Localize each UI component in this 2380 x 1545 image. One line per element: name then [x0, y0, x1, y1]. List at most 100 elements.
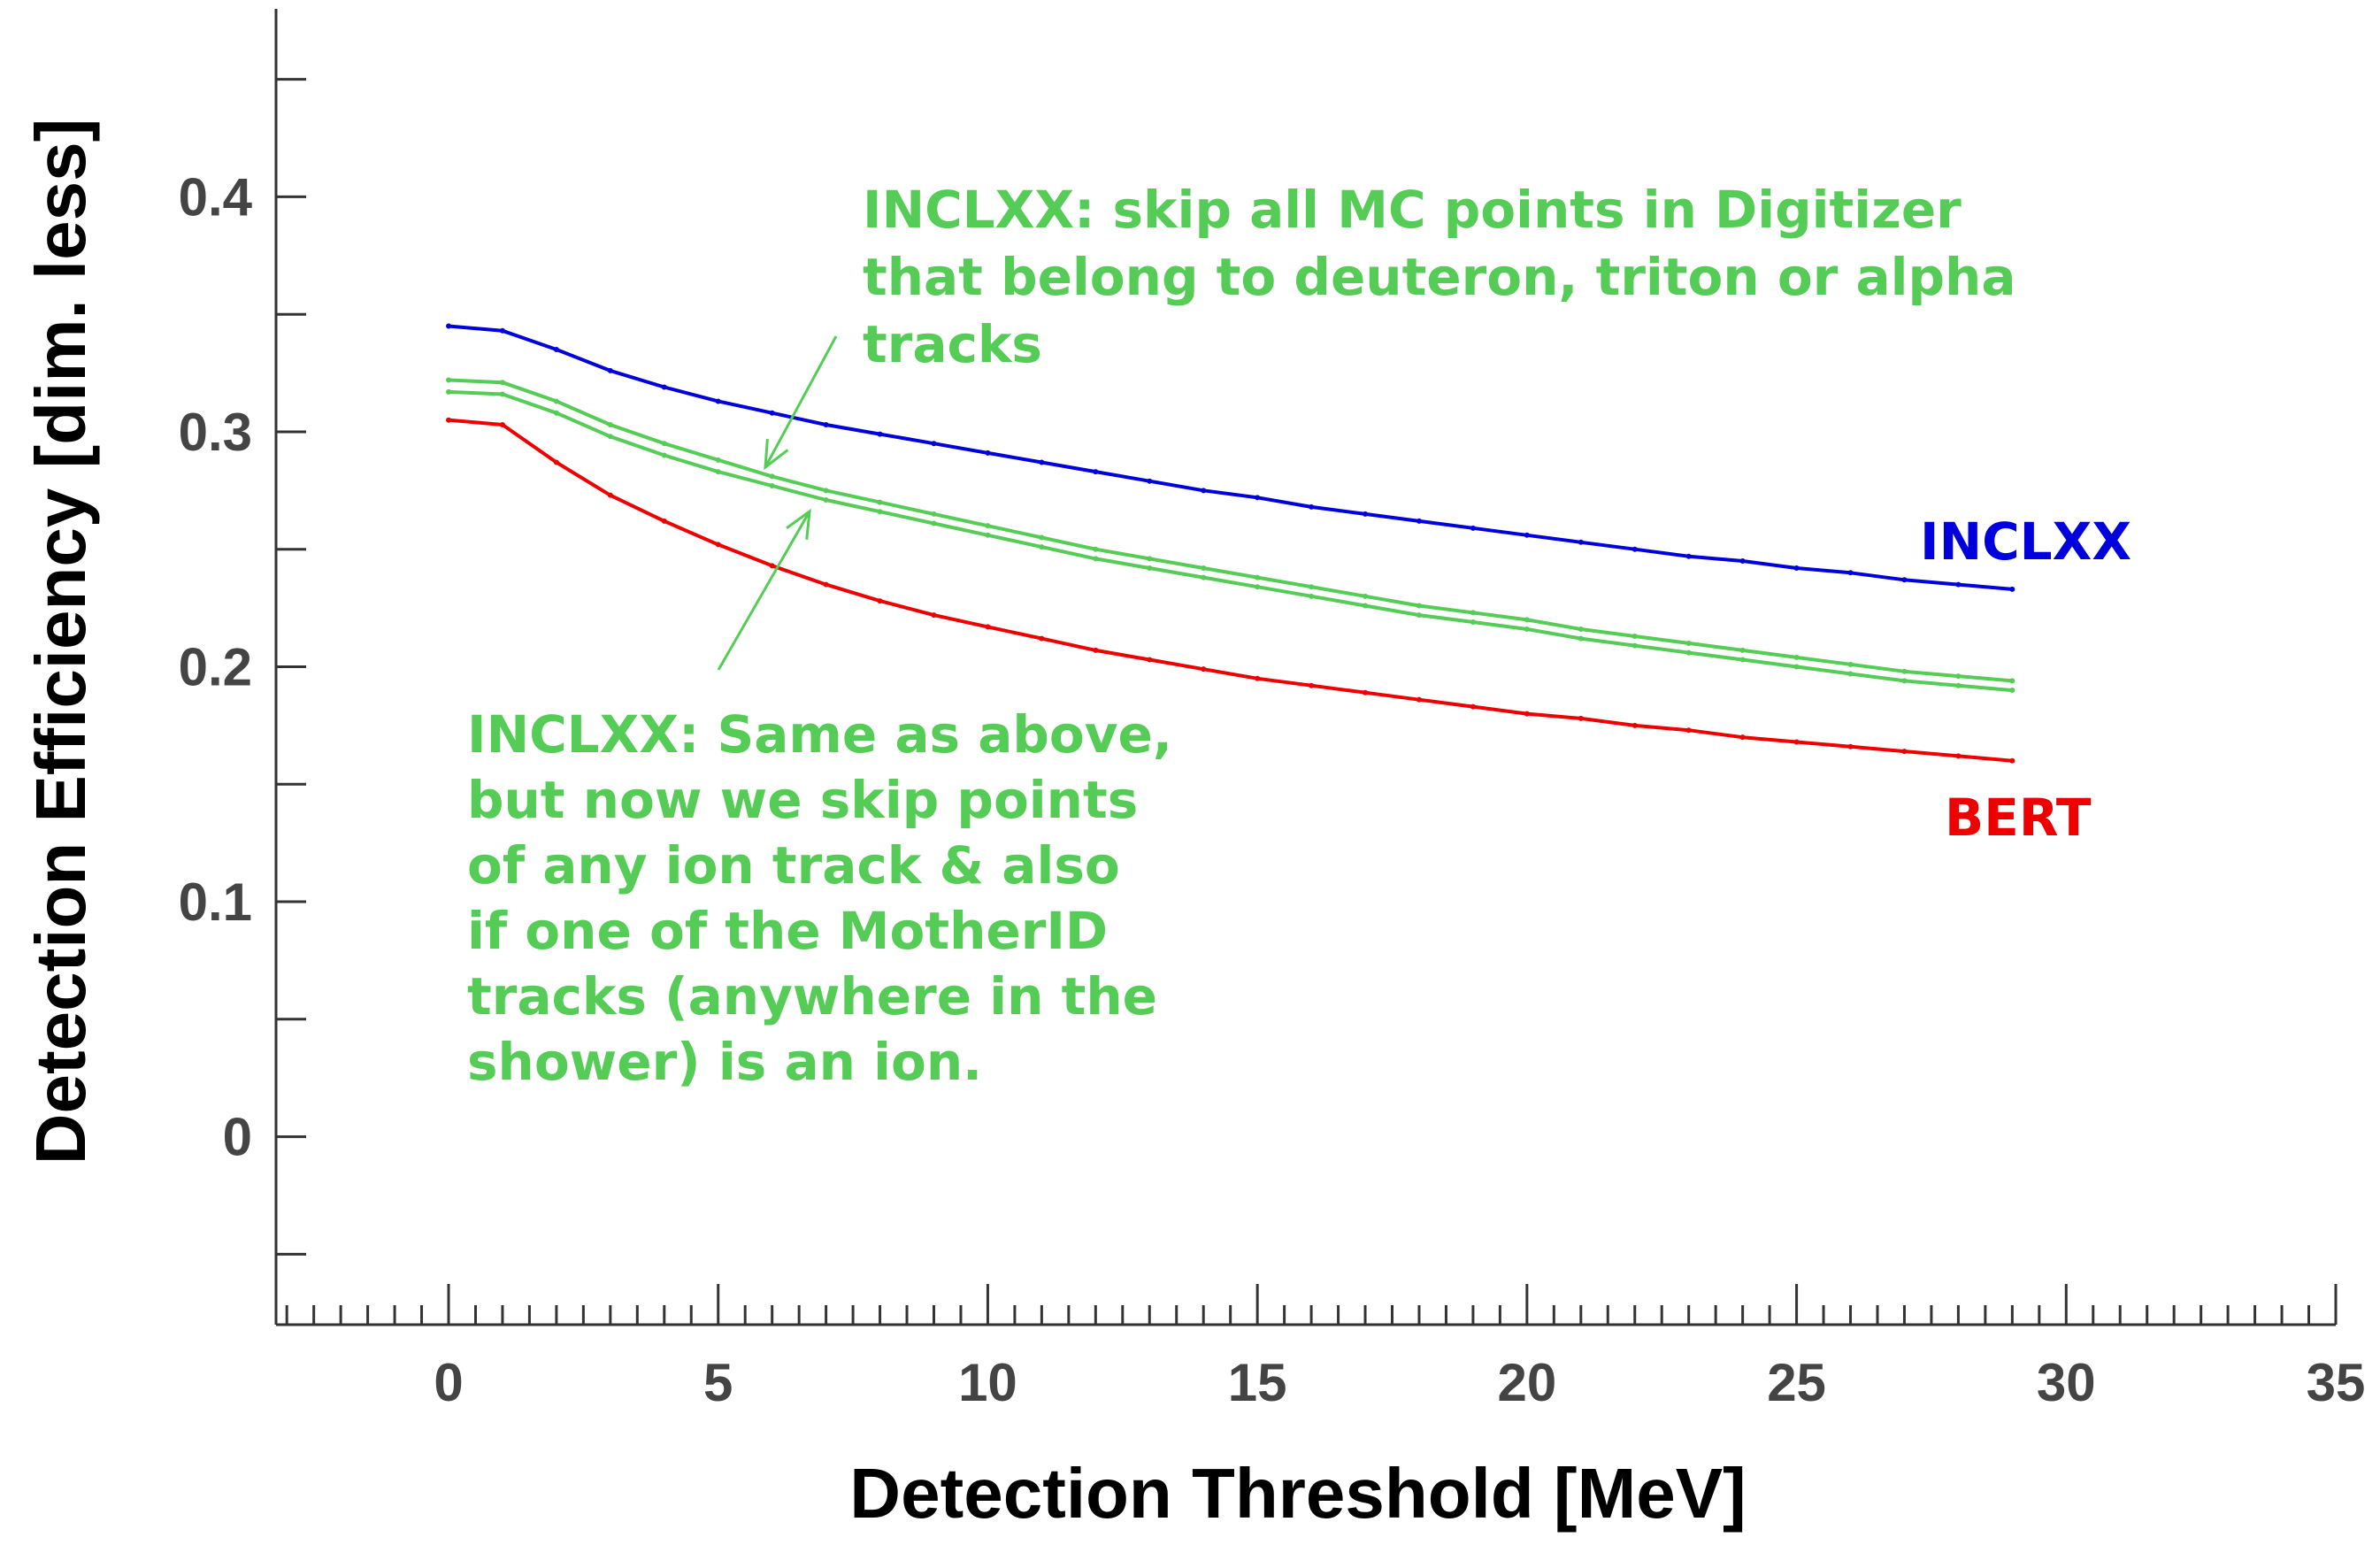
bert-label: BERT	[1945, 788, 2092, 848]
data-point	[1578, 539, 1584, 545]
data-point	[877, 509, 883, 515]
annotation-bottom-line: if one of the MotherID	[467, 901, 1108, 961]
data-point	[661, 441, 667, 447]
data-point	[553, 347, 559, 353]
data-point	[1363, 689, 1369, 696]
data-point	[1524, 617, 1530, 623]
data-point	[1093, 546, 1099, 552]
data-point	[769, 410, 775, 416]
data-point	[1039, 635, 1045, 642]
data-point	[823, 421, 829, 427]
data-point	[1255, 675, 1261, 681]
data-point	[1955, 753, 1962, 759]
data-point	[1309, 593, 1315, 599]
data-point	[931, 441, 937, 447]
data-point	[1685, 553, 1692, 559]
y-axis-title: Detection Efficiency [dim. less]	[21, 119, 100, 1165]
annotation-arrow-head	[786, 508, 811, 540]
data-point	[1524, 532, 1530, 538]
data-point	[1363, 511, 1369, 517]
data-point	[1470, 610, 1476, 616]
annotation-top-line: tracks	[863, 314, 1042, 374]
data-point	[877, 431, 883, 437]
data-point	[1955, 682, 1962, 688]
data-point	[1039, 544, 1045, 550]
y-tick-label: 0.3	[179, 403, 252, 462]
data-point	[607, 367, 613, 373]
data-point	[1631, 546, 1638, 552]
data-point	[1955, 673, 1962, 680]
data-point	[446, 388, 452, 395]
data-point	[1793, 664, 1800, 670]
series-layer	[446, 323, 2015, 764]
data-point	[1685, 650, 1692, 656]
data-point	[1309, 503, 1315, 510]
x-tick-label: 5	[703, 1353, 733, 1412]
data-point	[1578, 635, 1584, 642]
data-point	[715, 398, 721, 404]
annotation-bottom-line: of any ion track & also	[467, 835, 1120, 895]
x-tick-label: 35	[2307, 1353, 2366, 1412]
data-point	[1901, 668, 1908, 674]
data-point	[715, 457, 721, 463]
data-point	[1039, 459, 1045, 465]
data-point	[1416, 612, 1422, 619]
data-point	[985, 450, 991, 456]
data-point	[446, 377, 452, 383]
data-point	[985, 523, 991, 529]
data-point	[1793, 565, 1800, 571]
series-line	[448, 389, 2013, 693]
data-point	[769, 473, 775, 480]
x-tick-label: 10	[958, 1353, 1017, 1412]
data-point	[1201, 666, 1207, 673]
data-point	[931, 520, 937, 527]
data-point	[661, 384, 667, 390]
data-point	[1093, 556, 1099, 562]
x-tick-label: 0	[434, 1353, 463, 1412]
data-point	[1685, 727, 1692, 734]
annotation-arrows	[717, 335, 838, 671]
data-point	[1901, 749, 1908, 755]
x-axis-title: Detection Threshold [MeV]	[849, 1454, 1746, 1533]
data-point	[823, 496, 829, 503]
data-point	[985, 532, 991, 538]
data-point	[1470, 703, 1476, 710]
data-point	[553, 459, 559, 465]
series-line	[448, 378, 2013, 683]
annotation-bottom-line: tracks (anywhere in the	[467, 966, 1157, 1026]
data-point	[1147, 478, 1153, 484]
data-point	[1847, 743, 1854, 749]
data-point	[1201, 574, 1207, 580]
data-point	[1363, 603, 1369, 609]
series-line	[448, 324, 2013, 591]
data-point	[661, 518, 667, 524]
annotation-bottom: INCLXX: Same as above, but now we skip p…	[467, 704, 1190, 1092]
data-point	[607, 434, 613, 440]
data-point	[2009, 586, 2015, 592]
data-point	[1739, 734, 1746, 741]
inclxx-label: INCLXX	[1920, 511, 2131, 572]
annotation-top: INCLXX: skip all MC points in Digitizer …	[863, 180, 2034, 374]
x-tick-label: 20	[1497, 1353, 1556, 1412]
data-point	[499, 380, 505, 386]
y-tick-label: 0	[223, 1108, 252, 1167]
annotation-arrow-head	[764, 438, 789, 471]
data-point	[1739, 558, 1746, 565]
data-point	[1416, 696, 1422, 703]
data-point	[877, 499, 883, 505]
data-point	[1201, 565, 1207, 571]
data-point	[931, 612, 937, 619]
data-point	[2009, 757, 2015, 764]
data-point	[1631, 722, 1638, 728]
data-point	[1416, 518, 1422, 524]
data-point	[553, 398, 559, 404]
annotation-bottom-line: but now we skip points	[467, 770, 1138, 830]
data-point	[1255, 584, 1261, 590]
data-point	[1416, 603, 1422, 609]
data-point	[1309, 584, 1315, 590]
annotation-bottom-line: INCLXX: Same as above,	[467, 704, 1172, 765]
data-point	[499, 391, 505, 397]
data-point	[769, 563, 775, 569]
data-point	[1093, 647, 1099, 653]
